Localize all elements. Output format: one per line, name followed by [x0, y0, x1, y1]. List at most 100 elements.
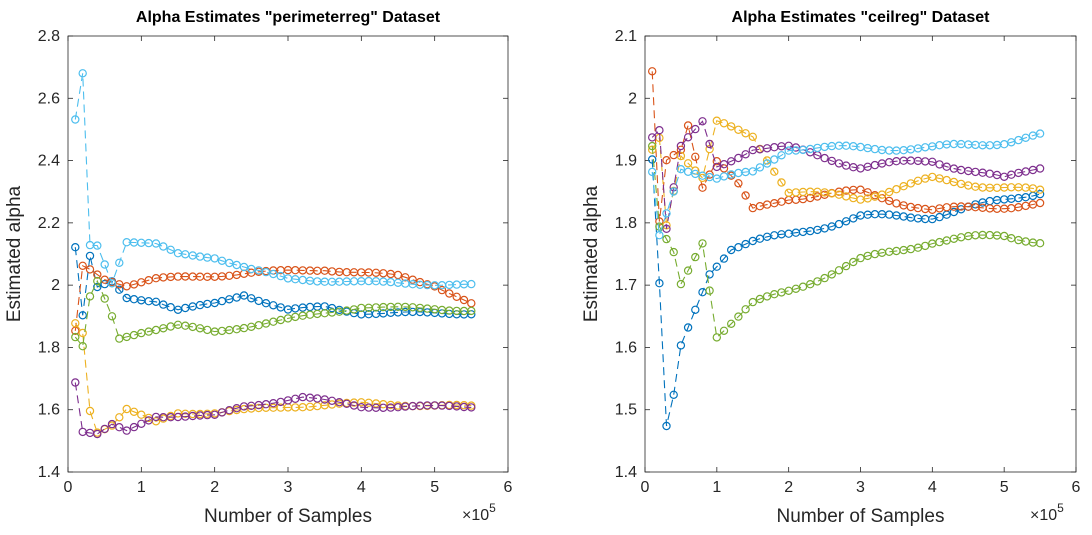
y-tick-label: 2.8 [38, 28, 60, 45]
data-point-marker [393, 270, 403, 280]
data-point-marker [459, 295, 469, 305]
data-point-marker [217, 256, 227, 265]
x-tick-label: 4 [928, 479, 937, 496]
data-point-marker [467, 299, 476, 308]
data-point-marker [820, 153, 829, 163]
x-tick-label: 1 [712, 479, 721, 496]
series-line [74, 279, 472, 348]
data-point-marker [1035, 185, 1045, 194]
data-point-marker [122, 426, 131, 435]
data-point-marker [122, 282, 131, 291]
data-series-3 [71, 319, 476, 437]
x-axis-exponent: ×105 [462, 501, 496, 524]
y-tick-label: 1.8 [615, 215, 637, 232]
data-point-marker [655, 230, 664, 240]
data-point-marker [892, 184, 901, 194]
data-point-marker [712, 174, 722, 183]
data-point-marker [100, 260, 109, 269]
data-point-marker [741, 191, 750, 200]
data-point-marker [762, 159, 772, 168]
data-point-marker [1035, 129, 1045, 138]
data-series-5 [648, 141, 1045, 342]
data-point-marker [166, 245, 175, 254]
data-point-marker [748, 297, 758, 307]
data-point-marker [698, 239, 707, 248]
x-exponent-power: 5 [1057, 501, 1064, 515]
data-point-marker [741, 150, 750, 159]
data-point-marker [669, 390, 678, 399]
x-exponent-base: ×10 [1030, 507, 1057, 524]
data-series-4 [71, 378, 476, 439]
y-tick-label: 1.4 [615, 464, 637, 481]
data-point-marker [712, 116, 722, 125]
data-point-marker [798, 282, 808, 291]
data-point-marker [93, 241, 102, 250]
data-series-6 [648, 129, 1045, 240]
data-point-marker [93, 429, 102, 439]
data-point-marker [1007, 138, 1016, 147]
data-point-marker [467, 306, 476, 316]
data-point-marker [734, 242, 743, 252]
series-line [651, 133, 1041, 236]
chart-title: Alpha Estimates "perimeterreg" Dataset [136, 9, 441, 26]
data-series-1 [648, 155, 1045, 431]
data-point-marker [849, 214, 858, 223]
data-point-marker [676, 164, 686, 174]
data-point-marker [232, 260, 241, 270]
data-point-marker [727, 245, 736, 255]
data-point-marker [813, 277, 822, 286]
data-point-marker [906, 179, 916, 188]
data-point-marker [247, 294, 256, 303]
y-tick-label: 1.6 [615, 339, 637, 356]
data-point-marker [877, 190, 887, 199]
data-point-marker [648, 167, 657, 177]
y-tick-label: 2.6 [38, 90, 60, 107]
data-point-marker [71, 378, 80, 387]
x-tick-label: 2 [210, 479, 219, 496]
data-point-marker [276, 303, 285, 312]
data-point-marker [159, 300, 168, 309]
data-point-marker [727, 319, 736, 328]
data-point-marker [691, 152, 700, 161]
y-tick-label: 1.6 [38, 402, 60, 419]
series-line [74, 322, 472, 434]
data-point-marker [166, 322, 175, 331]
data-point-marker [100, 294, 109, 303]
data-point-marker [93, 282, 102, 292]
data-point-marker [232, 293, 241, 302]
data-point-marker [899, 181, 908, 191]
y-tick-label: 1.5 [615, 402, 637, 419]
data-point-marker [78, 311, 87, 320]
x-tick-label: 0 [64, 479, 73, 496]
data-point-marker [648, 133, 657, 142]
data-point-marker [210, 254, 219, 263]
data-point-marker [144, 416, 153, 425]
data-point-marker [1021, 133, 1030, 142]
data-point-marker [452, 292, 461, 301]
data-point-marker [662, 155, 671, 165]
data-point-marker [261, 299, 271, 308]
data-point-marker [741, 129, 750, 138]
series-line [651, 146, 1041, 339]
data-series-2 [648, 67, 1045, 226]
data-point-marker [820, 273, 829, 283]
data-point-marker [748, 132, 758, 141]
data-point-marker [144, 276, 153, 285]
data-point-marker [856, 185, 865, 194]
data-point-marker [662, 421, 671, 431]
data-point-marker [734, 153, 743, 163]
x-tick-label: 2 [784, 479, 793, 496]
data-point-marker [225, 295, 234, 304]
x-tick-label: 3 [856, 479, 865, 496]
data-point-marker [712, 262, 722, 271]
series-line [651, 119, 1041, 226]
series-line [651, 159, 1041, 427]
plot-area-frame [67, 35, 509, 473]
y-tick-label: 2 [628, 90, 637, 107]
data-point-marker [71, 319, 80, 328]
data-point-marker [712, 162, 722, 172]
data-point-marker [100, 424, 109, 434]
data-point-marker [683, 159, 693, 168]
data-point-marker [841, 217, 851, 226]
